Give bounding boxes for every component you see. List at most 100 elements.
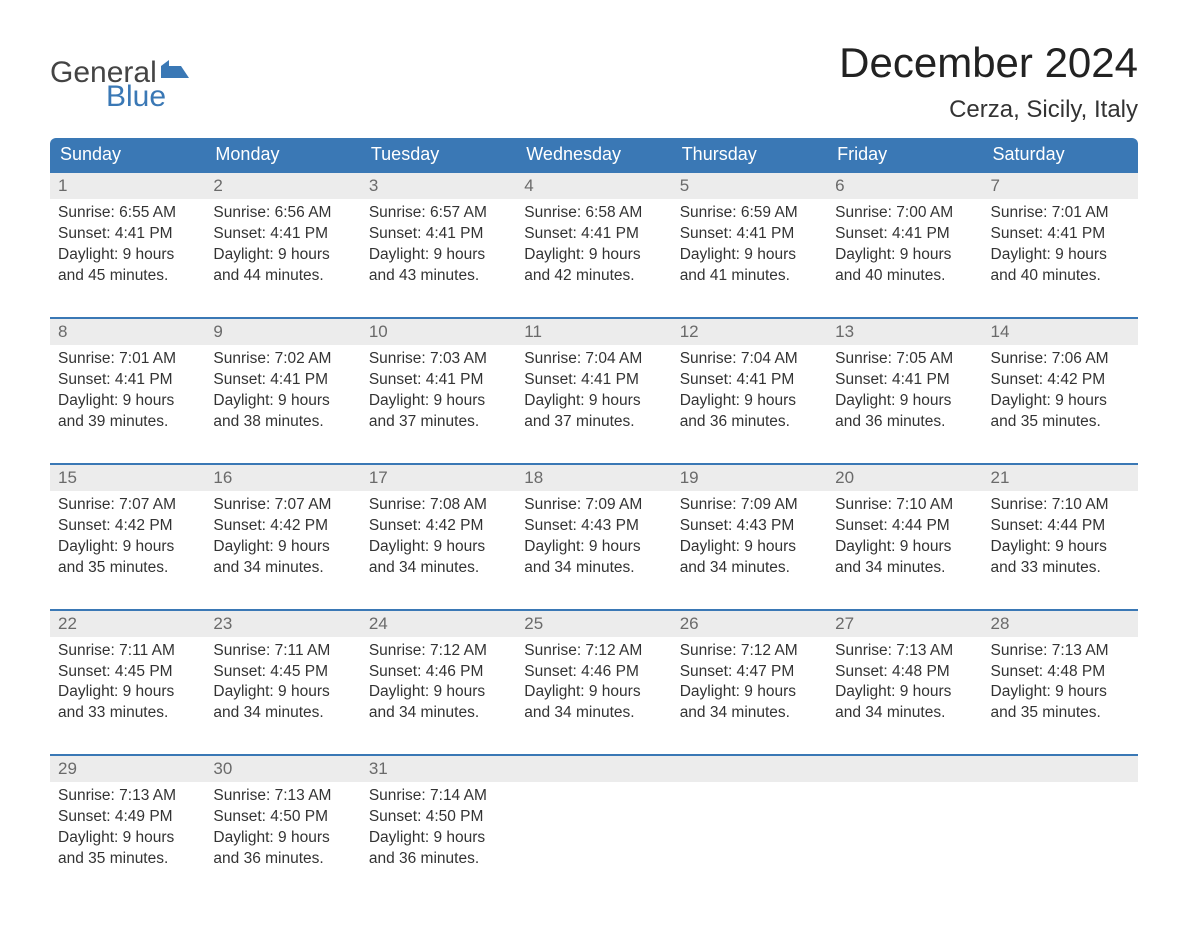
day-number: 4 — [516, 173, 671, 199]
day-number: 13 — [827, 319, 982, 345]
sunrise-line: Sunrise: 6:57 AM — [369, 203, 508, 224]
day-cell: 15Sunrise: 7:07 AMSunset: 4:42 PMDayligh… — [50, 465, 205, 585]
page-header: General Blue December 2024 Cerza, Sicily… — [50, 40, 1138, 124]
day-cell: 5Sunrise: 6:59 AMSunset: 4:41 PMDaylight… — [672, 173, 827, 293]
sunrise-line: Sunrise: 7:13 AM — [213, 786, 352, 807]
daylight-line-2: and 34 minutes. — [524, 703, 663, 724]
day-number — [672, 756, 827, 782]
day-number: 29 — [50, 756, 205, 782]
day-cell — [983, 756, 1138, 876]
day-cell: 20Sunrise: 7:10 AMSunset: 4:44 PMDayligh… — [827, 465, 982, 585]
sunset-line: Sunset: 4:46 PM — [369, 662, 508, 683]
day-cell: 16Sunrise: 7:07 AMSunset: 4:42 PMDayligh… — [205, 465, 360, 585]
day-details: Sunrise: 7:07 AMSunset: 4:42 PMDaylight:… — [50, 491, 205, 585]
sunset-line: Sunset: 4:41 PM — [835, 370, 974, 391]
sunrise-line: Sunrise: 7:04 AM — [680, 349, 819, 370]
daylight-line-2: and 33 minutes. — [58, 703, 197, 724]
sunrise-line: Sunrise: 7:12 AM — [369, 641, 508, 662]
sunrise-line: Sunrise: 7:07 AM — [58, 495, 197, 516]
day-details: Sunrise: 7:01 AMSunset: 4:41 PMDaylight:… — [50, 345, 205, 439]
sunset-line: Sunset: 4:50 PM — [369, 807, 508, 828]
day-cell: 21Sunrise: 7:10 AMSunset: 4:44 PMDayligh… — [983, 465, 1138, 585]
day-details: Sunrise: 7:13 AMSunset: 4:50 PMDaylight:… — [205, 782, 360, 876]
day-details: Sunrise: 7:10 AMSunset: 4:44 PMDaylight:… — [983, 491, 1138, 585]
day-number: 15 — [50, 465, 205, 491]
day-cell: 29Sunrise: 7:13 AMSunset: 4:49 PMDayligh… — [50, 756, 205, 876]
daylight-line-2: and 34 minutes. — [524, 558, 663, 579]
sunrise-line: Sunrise: 7:09 AM — [680, 495, 819, 516]
day-cell: 24Sunrise: 7:12 AMSunset: 4:46 PMDayligh… — [361, 611, 516, 731]
day-details: Sunrise: 7:07 AMSunset: 4:42 PMDaylight:… — [205, 491, 360, 585]
sunset-line: Sunset: 4:41 PM — [58, 224, 197, 245]
daylight-line-1: Daylight: 9 hours — [58, 682, 197, 703]
daylight-line-2: and 39 minutes. — [58, 412, 197, 433]
daylight-line-2: and 36 minutes. — [835, 412, 974, 433]
day-number: 12 — [672, 319, 827, 345]
sunset-line: Sunset: 4:50 PM — [213, 807, 352, 828]
day-cell: 25Sunrise: 7:12 AMSunset: 4:46 PMDayligh… — [516, 611, 671, 731]
day-number: 18 — [516, 465, 671, 491]
day-details: Sunrise: 7:10 AMSunset: 4:44 PMDaylight:… — [827, 491, 982, 585]
dow-monday: Monday — [205, 138, 360, 171]
sunset-line: Sunset: 4:44 PM — [991, 516, 1130, 537]
daylight-line-1: Daylight: 9 hours — [524, 537, 663, 558]
daylight-line-1: Daylight: 9 hours — [213, 828, 352, 849]
sunset-line: Sunset: 4:44 PM — [835, 516, 974, 537]
day-number: 2 — [205, 173, 360, 199]
day-number: 11 — [516, 319, 671, 345]
daylight-line-1: Daylight: 9 hours — [213, 391, 352, 412]
day-details: Sunrise: 7:04 AMSunset: 4:41 PMDaylight:… — [516, 345, 671, 439]
day-cell: 7Sunrise: 7:01 AMSunset: 4:41 PMDaylight… — [983, 173, 1138, 293]
day-details: Sunrise: 7:00 AMSunset: 4:41 PMDaylight:… — [827, 199, 982, 293]
sunrise-line: Sunrise: 7:10 AM — [991, 495, 1130, 516]
daylight-line-1: Daylight: 9 hours — [991, 682, 1130, 703]
sunrise-line: Sunrise: 7:14 AM — [369, 786, 508, 807]
sunrise-line: Sunrise: 7:11 AM — [58, 641, 197, 662]
daylight-line-1: Daylight: 9 hours — [524, 245, 663, 266]
logo-word-blue: Blue — [106, 82, 189, 112]
day-details: Sunrise: 7:14 AMSunset: 4:50 PMDaylight:… — [361, 782, 516, 876]
day-cell: 13Sunrise: 7:05 AMSunset: 4:41 PMDayligh… — [827, 319, 982, 439]
sunset-line: Sunset: 4:42 PM — [58, 516, 197, 537]
daylight-line-2: and 45 minutes. — [58, 266, 197, 287]
daylight-line-1: Daylight: 9 hours — [835, 537, 974, 558]
day-of-week-header: Sunday Monday Tuesday Wednesday Thursday… — [50, 138, 1138, 171]
day-details: Sunrise: 7:08 AMSunset: 4:42 PMDaylight:… — [361, 491, 516, 585]
day-number: 16 — [205, 465, 360, 491]
day-cell: 11Sunrise: 7:04 AMSunset: 4:41 PMDayligh… — [516, 319, 671, 439]
title-block: December 2024 Cerza, Sicily, Italy — [839, 40, 1138, 124]
flag-icon — [161, 60, 189, 82]
daylight-line-2: and 35 minutes. — [991, 412, 1130, 433]
day-number: 25 — [516, 611, 671, 637]
daylight-line-2: and 35 minutes. — [991, 703, 1130, 724]
calendar-grid: Sunday Monday Tuesday Wednesday Thursday… — [50, 138, 1138, 876]
sunrise-line: Sunrise: 7:11 AM — [213, 641, 352, 662]
dow-tuesday: Tuesday — [361, 138, 516, 171]
day-number: 9 — [205, 319, 360, 345]
daylight-line-2: and 37 minutes. — [524, 412, 663, 433]
daylight-line-1: Daylight: 9 hours — [524, 391, 663, 412]
day-details: Sunrise: 7:05 AMSunset: 4:41 PMDaylight:… — [827, 345, 982, 439]
daylight-line-2: and 33 minutes. — [991, 558, 1130, 579]
sunrise-line: Sunrise: 7:01 AM — [58, 349, 197, 370]
day-details: Sunrise: 6:58 AMSunset: 4:41 PMDaylight:… — [516, 199, 671, 293]
sunset-line: Sunset: 4:43 PM — [680, 516, 819, 537]
day-details: Sunrise: 7:11 AMSunset: 4:45 PMDaylight:… — [50, 637, 205, 731]
day-number — [983, 756, 1138, 782]
sunrise-line: Sunrise: 7:07 AM — [213, 495, 352, 516]
daylight-line-2: and 34 minutes. — [369, 703, 508, 724]
week-row: 15Sunrise: 7:07 AMSunset: 4:42 PMDayligh… — [50, 463, 1138, 585]
day-number: 14 — [983, 319, 1138, 345]
daylight-line-2: and 35 minutes. — [58, 849, 197, 870]
sunrise-line: Sunrise: 7:10 AM — [835, 495, 974, 516]
sunset-line: Sunset: 4:41 PM — [991, 224, 1130, 245]
daylight-line-1: Daylight: 9 hours — [369, 391, 508, 412]
daylight-line-2: and 34 minutes. — [213, 558, 352, 579]
day-cell: 30Sunrise: 7:13 AMSunset: 4:50 PMDayligh… — [205, 756, 360, 876]
calendar-page: General Blue December 2024 Cerza, Sicily… — [0, 0, 1188, 936]
sunrise-line: Sunrise: 7:05 AM — [835, 349, 974, 370]
sunset-line: Sunset: 4:42 PM — [991, 370, 1130, 391]
daylight-line-1: Daylight: 9 hours — [991, 391, 1130, 412]
daylight-line-2: and 40 minutes. — [835, 266, 974, 287]
daylight-line-1: Daylight: 9 hours — [680, 245, 819, 266]
